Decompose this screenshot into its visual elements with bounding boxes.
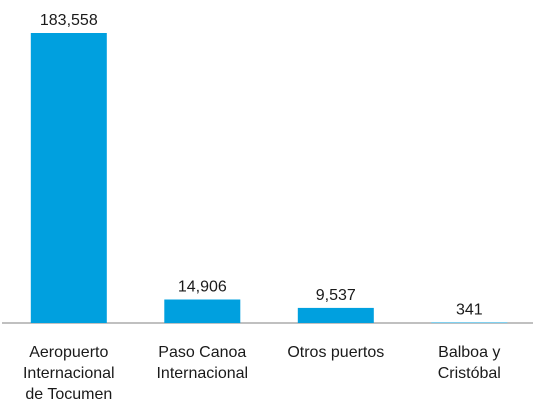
value-label-1: 14,906: [178, 279, 227, 296]
bar-3: [431, 322, 508, 324]
category-label-1: Paso Canoa Internacional: [156, 344, 248, 382]
category-label-line: Paso Canoa: [158, 344, 246, 361]
bar-2: [297, 307, 374, 323]
category-label-line: Otros puertos: [287, 344, 384, 361]
value-label-3: 341: [456, 302, 483, 319]
category-label-2: Otros puertos: [287, 344, 384, 361]
bar-1: [164, 299, 241, 324]
category-label-line: Balboa y: [438, 344, 500, 361]
category-labels-group: Aeropuerto Internacional de Tocumen Paso Ca…: [23, 344, 501, 403]
category-label-line: Internacional: [156, 365, 248, 382]
category-label-3: Balboa y Cristóbal: [438, 344, 501, 382]
category-label-line: Internacional: [23, 365, 115, 382]
value-labels-group: 183,558 14,906 9,537 341: [40, 12, 483, 319]
category-label-line: de Tocumen: [25, 386, 112, 403]
value-label-0: 183,558: [40, 12, 98, 29]
category-label-0: Aeropuerto Internacional de Tocumen: [23, 344, 115, 403]
bars-group: [30, 33, 508, 324]
bar-0: [30, 33, 107, 323]
category-label-line: Aeropuerto: [29, 344, 108, 361]
value-label-2: 9,537: [316, 287, 356, 304]
category-label-line: Cristóbal: [438, 365, 501, 382]
